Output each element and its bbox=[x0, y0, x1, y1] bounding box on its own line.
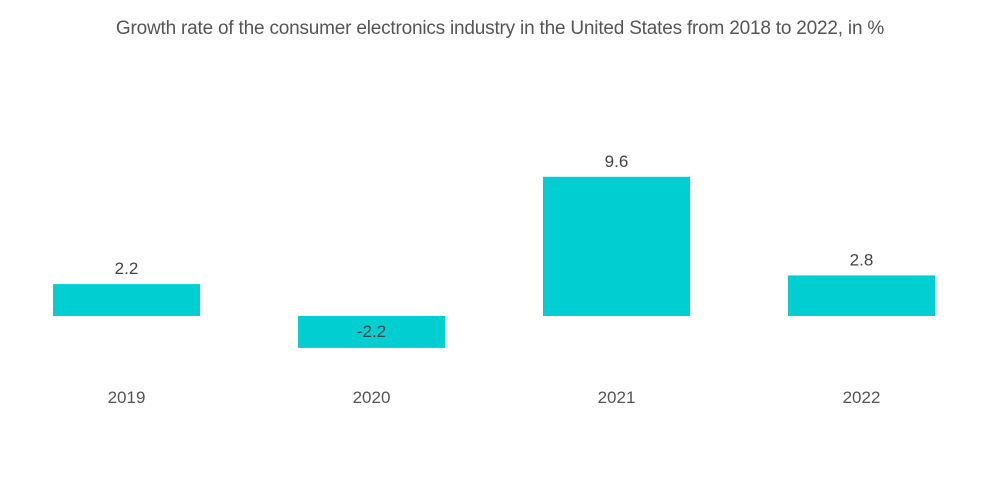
data-label-2019: 2.2 bbox=[115, 259, 139, 278]
bar-2021 bbox=[543, 176, 690, 316]
x-tick-label-2021: 2021 bbox=[598, 388, 636, 407]
bar-2019 bbox=[53, 284, 200, 316]
x-tick-label-2022: 2022 bbox=[843, 388, 881, 407]
data-label-2021: 9.6 bbox=[605, 152, 629, 171]
bar-2022 bbox=[788, 275, 935, 316]
x-tick-label-2020: 2020 bbox=[353, 388, 391, 407]
data-label-2020: -2.2 bbox=[357, 322, 386, 341]
x-tick-label-2019: 2019 bbox=[108, 388, 146, 407]
data-label-2022: 2.8 bbox=[850, 250, 874, 269]
x-axis-ticks-group: 2019 2020 2021 2022 bbox=[108, 388, 881, 407]
bar-2020 bbox=[298, 316, 445, 348]
chart-title-text: Growth rate of the consumer electronics … bbox=[115, 18, 885, 39]
bars-group bbox=[53, 176, 935, 348]
data-labels-group: 2.2 -2.2 9.6 2.8 bbox=[115, 152, 874, 341]
chart-title: Growth rate of the consumer electronics … bbox=[0, 14, 1000, 43]
